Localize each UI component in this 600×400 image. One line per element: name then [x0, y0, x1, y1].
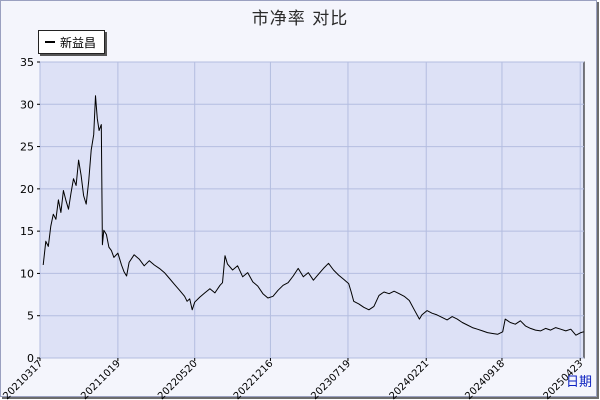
chart-title: 市净率 对比 [251, 9, 349, 29]
series-line [42, 95, 584, 336]
legend: 新益昌 [38, 30, 106, 54]
y-tick-label: 20 [20, 183, 34, 196]
x-tick-label: 20240221 [388, 358, 432, 400]
y-tick-label: 25 [20, 141, 34, 154]
grid-lines [39, 61, 584, 359]
y-tick-label: 10 [20, 267, 34, 280]
legend-swatch [45, 41, 55, 43]
y-tick-label: 30 [20, 98, 34, 111]
x-tick-label: 20210317 [1, 358, 45, 400]
legend-label: 新益昌 [60, 35, 97, 50]
x-axis: 20210317 20211019 20220520 20221216 20230719… [1, 358, 585, 400]
plot-area [39, 61, 585, 359]
y-tick-label: 35 [20, 56, 34, 69]
x-tick-label: 20240918 [463, 358, 507, 400]
y-tick-label: 15 [20, 225, 34, 238]
x-tick-label: 20211019 [79, 358, 123, 400]
x-tick-label: 20230719 [309, 358, 353, 400]
y-tick-label: 5 [27, 310, 34, 323]
x-axis-label: 日期 [566, 375, 592, 390]
x-tick-label: 20220520 [156, 358, 200, 400]
y-axis: 0 5 10 15 20 25 30 35 [20, 56, 40, 365]
x-tick-label: 20221216 [232, 358, 276, 400]
y-tick-label: 0 [27, 352, 34, 365]
